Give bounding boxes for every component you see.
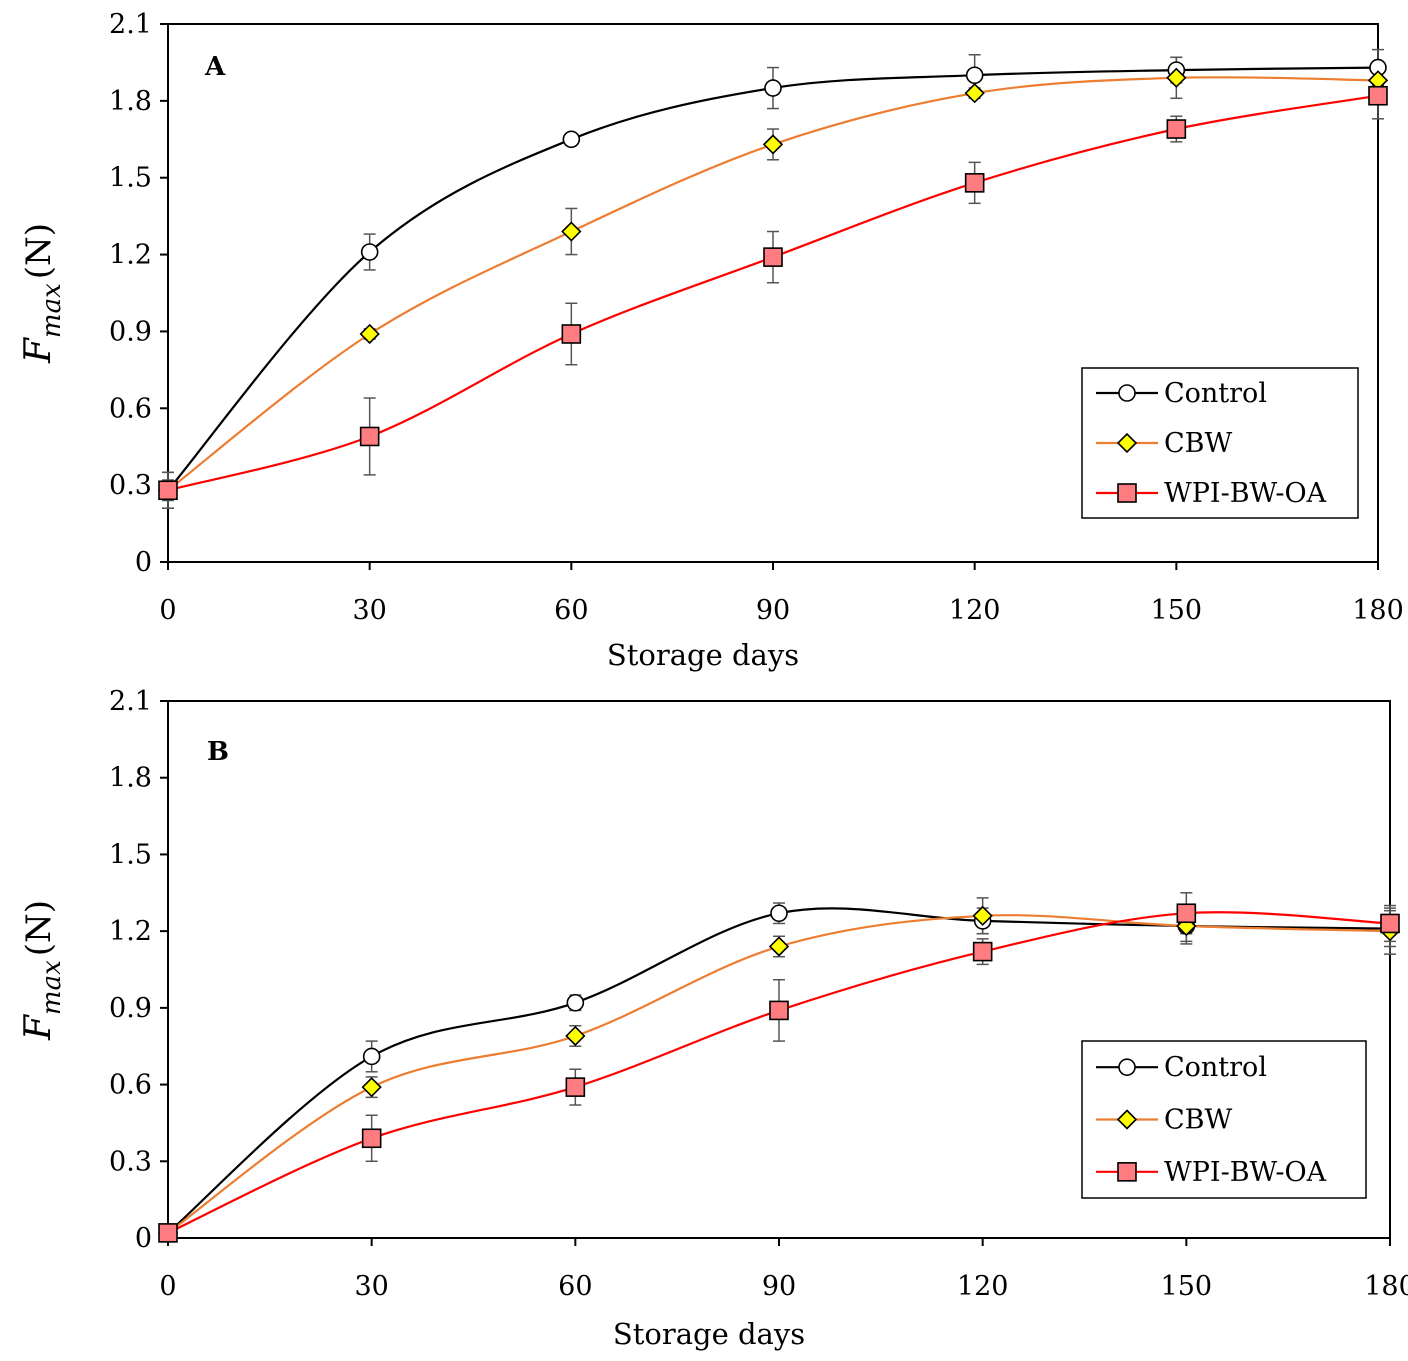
y-tick-label: 0.6 bbox=[109, 393, 152, 424]
data-point-wpi-bw-oa bbox=[561, 324, 582, 344]
data-point-control bbox=[566, 993, 585, 1012]
x-axis-title: Storage days bbox=[607, 638, 799, 672]
y-tick-label: 1.5 bbox=[109, 163, 152, 194]
y-tick-label: 2.1 bbox=[109, 686, 152, 717]
y-tick-label: 0 bbox=[135, 547, 152, 578]
legend-marker-wpi-bw-oa bbox=[1117, 483, 1137, 503]
data-point-control bbox=[562, 130, 581, 149]
y-axis-title: Fmax (N) bbox=[18, 223, 67, 364]
legend-label: WPI-BW-OA bbox=[1164, 1157, 1327, 1188]
x-tick-label: 60 bbox=[558, 1271, 592, 1302]
legend-marker-wpi-bw-oa bbox=[1117, 1162, 1137, 1182]
x-axis-title: Storage days bbox=[613, 1317, 805, 1351]
legend: Control CBW WPI-BW-OA bbox=[1081, 1040, 1367, 1199]
x-tick-label: 0 bbox=[159, 1271, 176, 1302]
y-tick-label: 0.3 bbox=[109, 470, 152, 501]
data-point-control bbox=[360, 243, 379, 261]
x-tick-label: 0 bbox=[159, 595, 176, 626]
data-point-cbw bbox=[1166, 67, 1187, 88]
y-tick-label: 1.2 bbox=[109, 240, 152, 271]
panel-label: B bbox=[207, 737, 229, 767]
y-axis-title-main: F bbox=[18, 1013, 59, 1041]
data-point-cbw bbox=[361, 1076, 382, 1098]
data-point-wpi-bw-oa bbox=[1176, 903, 1197, 924]
data-point-wpi-bw-oa bbox=[158, 480, 178, 501]
y-tick-label: 0.9 bbox=[109, 316, 152, 347]
x-tick-label: 120 bbox=[949, 595, 1001, 626]
y-tick-label: 1.2 bbox=[109, 916, 152, 947]
y-axis-title-main: F bbox=[18, 336, 59, 364]
x-tick-label: 30 bbox=[354, 1271, 388, 1302]
y-tick-label: 1.8 bbox=[109, 86, 152, 117]
legend-label: WPI-BW-OA bbox=[1164, 478, 1327, 509]
data-point-wpi-bw-oa bbox=[972, 941, 993, 962]
legend: Control CBW WPI-BW-OA bbox=[1081, 367, 1359, 519]
x-tick-label: 90 bbox=[756, 595, 790, 626]
data-point-cbw bbox=[768, 936, 790, 957]
y-tick-label: 0.3 bbox=[109, 1146, 152, 1177]
data-point-control bbox=[764, 79, 782, 97]
y-tick-label: 0 bbox=[135, 1223, 152, 1254]
x-tick-label: 120 bbox=[957, 1271, 1009, 1302]
data-point-cbw bbox=[762, 134, 784, 155]
legend-label: CBW bbox=[1164, 428, 1233, 459]
data-point-wpi-bw-oa bbox=[1166, 119, 1187, 139]
data-point-cbw bbox=[359, 323, 380, 345]
panel-label: A bbox=[204, 52, 226, 82]
data-point-control bbox=[965, 66, 984, 85]
data-point-wpi-bw-oa bbox=[1368, 85, 1388, 106]
legend-label: Control bbox=[1164, 378, 1267, 409]
x-tick-label: 90 bbox=[762, 1271, 796, 1302]
legend-label: Control bbox=[1164, 1052, 1267, 1083]
data-point-cbw bbox=[565, 1025, 586, 1047]
y-axis-title-unit: (N) bbox=[19, 223, 59, 279]
y-tick-label: 0.6 bbox=[109, 1070, 152, 1101]
data-point-wpi-bw-oa bbox=[964, 173, 985, 193]
y-axis-title: Fmax (N) bbox=[18, 900, 67, 1041]
y-tick-label: 0.9 bbox=[109, 993, 152, 1024]
y-tick-label: 2.1 bbox=[109, 9, 152, 40]
data-point-wpi-bw-oa bbox=[158, 1223, 178, 1243]
x-tick-label: 180 bbox=[1364, 1271, 1408, 1302]
x-tick-label: 180 bbox=[1352, 595, 1404, 626]
x-tick-label: 30 bbox=[352, 595, 386, 626]
chart-panel-b: 0 0.3 0.6 0.9 1.2 1.5 1.8 2.1 0 30 60 90 120 150 180 St… bbox=[18, 686, 1408, 1351]
legend-marker-cbw bbox=[1116, 1109, 1138, 1130]
legend-marker-control bbox=[1118, 384, 1136, 402]
data-point-wpi-bw-oa bbox=[565, 1077, 586, 1097]
x-tick-label: 150 bbox=[1151, 595, 1203, 626]
y-tick-label: 1.8 bbox=[109, 763, 152, 794]
data-point-control bbox=[362, 1047, 381, 1066]
legend-label: CBW bbox=[1164, 1105, 1233, 1136]
data-point-wpi-bw-oa bbox=[359, 426, 380, 447]
x-tick-label: 150 bbox=[1161, 1271, 1213, 1302]
y-axis-title-sub: max bbox=[37, 960, 67, 1015]
data-point-wpi-bw-oa bbox=[763, 247, 783, 267]
data-point-cbw bbox=[561, 221, 582, 242]
data-point-wpi-bw-oa bbox=[769, 1000, 789, 1021]
chart-panel-a: 0 0.3 0.6 0.9 1.2 1.5 1.8 2.1 0 30 60 90 120 150 180 St… bbox=[18, 9, 1404, 672]
y-tick-label: 1.5 bbox=[109, 839, 152, 870]
y-axis-title-sub: max bbox=[37, 283, 67, 338]
data-point-cbw bbox=[964, 83, 985, 104]
legend-marker-control bbox=[1118, 1058, 1136, 1076]
x-tick-label: 60 bbox=[554, 595, 588, 626]
y-axis-title-unit: (N) bbox=[19, 900, 59, 956]
data-point-cbw bbox=[972, 905, 993, 926]
data-point-control bbox=[770, 904, 788, 923]
legend-marker-cbw bbox=[1116, 432, 1138, 454]
data-point-wpi-bw-oa bbox=[1380, 913, 1400, 934]
data-point-wpi-bw-oa bbox=[361, 1128, 382, 1149]
